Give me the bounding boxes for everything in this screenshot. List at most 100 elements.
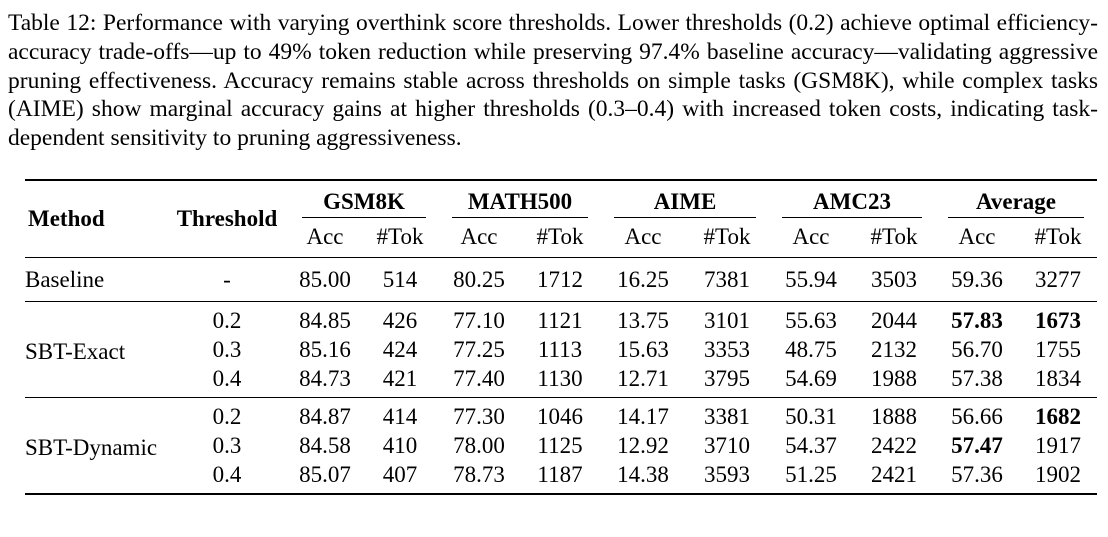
table-row: SBT-Exact 0.2 84.85 426 77.10 1121 13.75…: [25, 301, 1097, 364]
subheader-tok: #Tok: [376, 223, 424, 249]
table-cell: 3503: [871, 266, 917, 292]
threshold-cell: 0.4: [212, 365, 242, 391]
table-caption: Table 12: Performance with varying overt…: [8, 9, 1098, 153]
table-cell: 14.38: [617, 461, 669, 487]
table-cell: 3795: [704, 365, 750, 391]
table-cell: 16.25: [617, 266, 669, 292]
caption-label: Table 12:: [8, 10, 97, 36]
subheader-tok: #Tok: [870, 223, 918, 249]
method-cell: Baseline: [25, 266, 105, 292]
table-row: SBT-Dynamic 0.2 84.87 414 77.30 1046 14.…: [25, 397, 1097, 460]
table-cell: 77.40: [453, 365, 505, 391]
table-cell: 84.58: [299, 432, 351, 458]
table-cell: 84.73: [299, 365, 351, 391]
table-cell: 1902: [1035, 461, 1081, 487]
group-header-math500: MATH500: [439, 180, 601, 218]
table-cell: 13.75: [617, 307, 669, 333]
table-cell: 77.25: [453, 336, 505, 362]
table-row: Baseline - 85.00 514 80.25 1712 16.25 73…: [25, 257, 1097, 301]
subheader-tok: #Tok: [536, 223, 584, 249]
table-cell: 1046: [537, 403, 583, 429]
table-cell: 514: [382, 266, 418, 292]
threshold-cell: 0.2: [212, 403, 242, 429]
table-cell: 15.63: [617, 336, 669, 362]
subheader-row: Acc #Tok Acc #Tok Acc #Tok Acc #Tok Acc …: [25, 218, 1097, 258]
group-header-average: Average: [935, 180, 1097, 218]
table-cell: 12.92: [617, 432, 669, 458]
subheader-tok: #Tok: [703, 223, 751, 249]
table-cell: 1888: [871, 403, 917, 429]
table-cell: 421: [382, 365, 418, 391]
table-cell: 2132: [871, 336, 917, 362]
table-cell: 3593: [704, 461, 750, 487]
table-cell: 54.69: [785, 365, 837, 391]
sbt-exact-group: SBT-Exact 0.2 84.85 426 77.10 1121 13.75…: [25, 301, 1097, 397]
table-cell: 2044: [871, 307, 917, 333]
table-cell: 1682: [1035, 403, 1081, 429]
table-cell: 55.63: [785, 307, 837, 333]
table-cell: 78.00: [453, 432, 505, 458]
table-cell: 55.94: [785, 266, 837, 292]
table-cell: 1673: [1035, 307, 1081, 333]
table-cell: 407: [382, 461, 418, 487]
table-cell: 3381: [704, 403, 750, 429]
table-cell: 56.66: [951, 403, 1003, 429]
table-cell: 414: [382, 403, 418, 429]
table-cell: 1917: [1035, 432, 1081, 458]
table-cell: 85.07: [299, 461, 351, 487]
subheader-acc: Acc: [624, 223, 662, 249]
table-cell: 50.31: [785, 403, 837, 429]
table-cell: 2421: [871, 461, 917, 487]
table-cell: 14.17: [617, 403, 669, 429]
threshold-cell: 0.3: [212, 336, 242, 362]
group-header-aime: AIME: [601, 180, 769, 218]
table-row: 0.4 84.73 421 77.40 1130 12.71 3795 54.6…: [25, 364, 1097, 398]
table-cell: 85.16: [299, 336, 351, 362]
results-table: Method Threshold GSM8K MATH500 AIME AMC2…: [25, 178, 1097, 495]
table-cell: 2422: [871, 432, 917, 458]
table-cell: 426: [382, 307, 418, 333]
table-cell: 77.10: [453, 307, 505, 333]
table-cell: 1121: [537, 307, 583, 333]
col-header-threshold: Threshold: [176, 206, 278, 232]
table-cell: 3710: [704, 432, 750, 458]
group-header-amc23: AMC23: [769, 180, 935, 218]
subheader-acc: Acc: [958, 223, 996, 249]
table-cell: 3101: [704, 307, 750, 333]
table-cell: 424: [382, 336, 418, 362]
table-cell: 48.75: [785, 336, 837, 362]
table-cell: 1712: [537, 266, 583, 292]
subheader-tok: #Tok: [1034, 223, 1082, 249]
col-header-method: Method: [28, 206, 105, 232]
threshold-cell: 0.4: [212, 461, 242, 487]
table-cell: 57.36: [951, 461, 1003, 487]
table-cell: 57.38: [951, 365, 1003, 391]
table-cell: 80.25: [453, 266, 505, 292]
caption-text: Performance with varying overthink score…: [8, 10, 1098, 152]
baseline-group: Baseline - 85.00 514 80.25 1712 16.25 73…: [25, 257, 1097, 301]
table-cell: 1130: [537, 365, 583, 391]
table-cell: 56.70: [951, 336, 1003, 362]
table-cell: 78.73: [453, 461, 505, 487]
table-cell: 7381: [704, 266, 750, 292]
table-cell: 54.37: [785, 432, 837, 458]
subheader-acc: Acc: [792, 223, 830, 249]
threshold-cell: 0.3: [212, 432, 242, 458]
table-row: 0.3 85.16 424 77.25 1113 15.63 3353 48.7…: [25, 335, 1097, 364]
subheader-acc: Acc: [306, 223, 344, 249]
table-cell: 1125: [537, 432, 583, 458]
threshold-cell: 0.2: [212, 307, 242, 333]
table-cell: 12.71: [617, 365, 669, 391]
table-cell: 3353: [704, 336, 750, 362]
method-cell: SBT-Dynamic: [25, 434, 158, 460]
table-cell: 1755: [1035, 336, 1081, 362]
table-header: Method Threshold GSM8K MATH500 AIME AMC2…: [25, 180, 1097, 258]
threshold-cell: -: [223, 266, 231, 292]
table-cell: 3277: [1035, 266, 1081, 292]
table-row: 0.4 85.07 407 78.73 1187 14.38 3593 51.2…: [25, 460, 1097, 494]
sbt-dynamic-group: SBT-Dynamic 0.2 84.87 414 77.30 1046 14.…: [25, 397, 1097, 494]
table-cell: 51.25: [785, 461, 837, 487]
table-cell: 410: [382, 432, 418, 458]
table-cell: 84.87: [299, 403, 351, 429]
table-cell: 1187: [537, 461, 583, 487]
